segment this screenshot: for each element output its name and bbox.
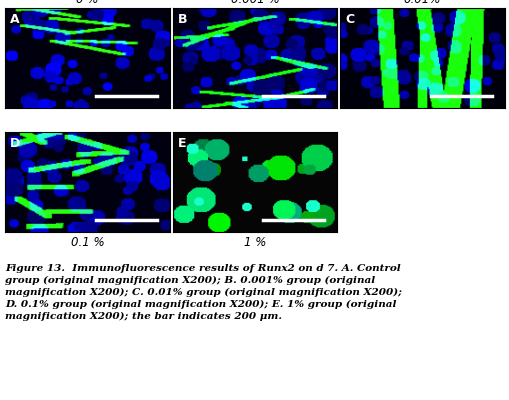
Text: 0.001 %: 0.001 % bbox=[230, 0, 279, 6]
Text: 0.01%: 0.01% bbox=[403, 0, 440, 6]
Text: Figure 13.  Immunofluorescence results of Runx2 on d 7. A. Control
group (origin: Figure 13. Immunofluorescence results of… bbox=[5, 264, 401, 321]
Text: E: E bbox=[177, 137, 186, 150]
Text: 1 %: 1 % bbox=[243, 236, 266, 249]
Text: 0 %: 0 % bbox=[76, 0, 99, 6]
Text: D: D bbox=[10, 137, 20, 150]
Text: B: B bbox=[177, 13, 187, 26]
Text: A: A bbox=[10, 13, 20, 26]
Text: C: C bbox=[344, 13, 353, 26]
Text: 0.1 %: 0.1 % bbox=[71, 236, 104, 249]
